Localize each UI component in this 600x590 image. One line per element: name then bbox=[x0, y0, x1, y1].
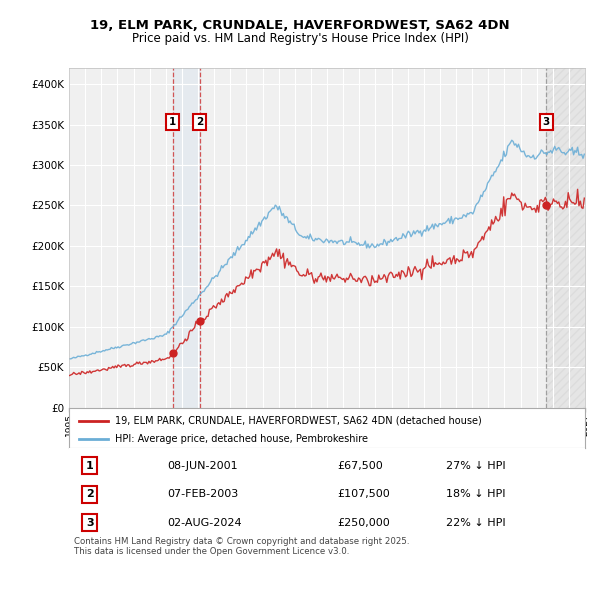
Text: 27% ↓ HPI: 27% ↓ HPI bbox=[446, 461, 505, 471]
Text: 1: 1 bbox=[86, 461, 94, 471]
Text: 19, ELM PARK, CRUNDALE, HAVERFORDWEST, SA62 4DN: 19, ELM PARK, CRUNDALE, HAVERFORDWEST, S… bbox=[90, 19, 510, 32]
Text: 3: 3 bbox=[542, 117, 550, 127]
Bar bbox=[546, 68, 585, 408]
Text: Contains HM Land Registry data © Crown copyright and database right 2025.
This d: Contains HM Land Registry data © Crown c… bbox=[74, 537, 410, 556]
Text: 2: 2 bbox=[196, 117, 203, 127]
Text: 2: 2 bbox=[86, 489, 94, 499]
Bar bbox=[173, 68, 200, 408]
Text: 22% ↓ HPI: 22% ↓ HPI bbox=[446, 517, 505, 527]
Text: 07-FEB-2003: 07-FEB-2003 bbox=[167, 489, 238, 499]
Text: Price paid vs. HM Land Registry's House Price Index (HPI): Price paid vs. HM Land Registry's House … bbox=[131, 32, 469, 45]
Text: 18% ↓ HPI: 18% ↓ HPI bbox=[446, 489, 505, 499]
Text: 02-AUG-2024: 02-AUG-2024 bbox=[167, 517, 242, 527]
Text: 08-JUN-2001: 08-JUN-2001 bbox=[167, 461, 238, 471]
Text: HPI: Average price, detached house, Pembrokeshire: HPI: Average price, detached house, Pemb… bbox=[115, 434, 368, 444]
Text: £107,500: £107,500 bbox=[337, 489, 390, 499]
Text: 19, ELM PARK, CRUNDALE, HAVERFORDWEST, SA62 4DN (detached house): 19, ELM PARK, CRUNDALE, HAVERFORDWEST, S… bbox=[115, 416, 482, 426]
Text: 3: 3 bbox=[86, 517, 94, 527]
Text: 1: 1 bbox=[169, 117, 176, 127]
Text: £67,500: £67,500 bbox=[337, 461, 383, 471]
Text: £250,000: £250,000 bbox=[337, 517, 390, 527]
